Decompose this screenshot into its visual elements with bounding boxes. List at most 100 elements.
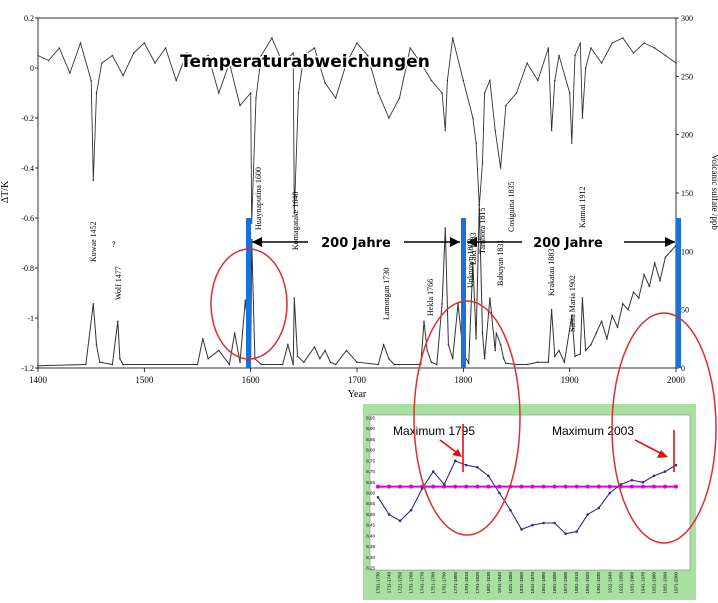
inset-x-tick-label: 1951-1980	[651, 572, 656, 594]
temperature-line-point	[547, 47, 550, 49]
volcano-annotation: Babuyan 1831	[496, 240, 505, 286]
temperature-line-point	[196, 59, 199, 62]
temperature-line-point	[164, 47, 167, 49]
inset-x-tick-label: 1841-1870	[530, 572, 535, 594]
temperature-line-point	[499, 167, 502, 169]
sulfate-line-point	[581, 297, 584, 299]
sulfate-line-point	[287, 343, 289, 346]
sulfate-line-point	[296, 355, 299, 358]
inset-mean-point	[387, 484, 392, 489]
y-tick-label: -1.2	[21, 364, 34, 373]
y2-tick-label: 200	[681, 131, 693, 140]
sulfate-line-point	[659, 279, 661, 282]
temperature-line-point	[515, 92, 518, 94]
sulfate-line-point	[536, 361, 539, 363]
sulfate-line-point	[430, 361, 433, 363]
sulfate-line-point	[207, 357, 209, 360]
y2-tick-label: 100	[681, 247, 693, 256]
inset-mean-point	[464, 484, 469, 489]
inset-x-tick-label: 1751-1780	[431, 572, 436, 594]
inset-value-point	[409, 508, 413, 512]
temperature-line-point	[366, 54, 369, 57]
inset-value-point	[586, 513, 590, 516]
sulfate-line-point	[616, 326, 619, 328]
y-tick-label: -0.6	[21, 214, 34, 223]
volcano-annotations: Kuwae 1452 ? Wolf 1477 Huaynaputina 1600 Kom…	[89, 167, 587, 332]
temperature-line-point	[611, 42, 613, 44]
inset-y-tick-label: 8,75	[366, 458, 375, 463]
sulfate-line-point	[494, 349, 497, 352]
sulfate-line-point	[595, 332, 598, 334]
sulfate-line-point	[441, 303, 443, 305]
inset-mean-point	[607, 484, 612, 489]
inset-value-point	[387, 513, 391, 516]
sulfate-line-point	[495, 332, 498, 334]
sulfate-line-point	[111, 363, 114, 366]
temperature-line-point	[47, 59, 50, 62]
temperature-line-point	[622, 37, 624, 39]
sulfate-line-point	[393, 363, 396, 366]
volcano-annotation: Cosiguina 1835	[507, 182, 516, 232]
temperature-line-point	[313, 47, 316, 49]
main-x-axis-label: Year	[348, 389, 367, 400]
inset-x-tick-label: 1731-1760	[409, 572, 414, 594]
inset-mean-point	[541, 484, 546, 489]
inset-value-point	[509, 508, 512, 512]
x-tick-label: 1500	[135, 375, 154, 385]
sulfate-line-point	[467, 362, 470, 365]
inset-value-point	[476, 465, 479, 469]
temperature-line-point	[292, 52, 295, 54]
sulfate-line-point	[499, 343, 502, 346]
y-tick-label: -0.8	[21, 264, 34, 273]
inset-mean-point	[674, 484, 678, 489]
temperature-line-point	[249, 92, 252, 94]
inset-y-tick-label: 8,55	[366, 501, 375, 506]
temperature-line-point	[101, 62, 103, 64]
inset-value-point	[442, 483, 446, 486]
temperature-line-point	[574, 54, 576, 57]
temperature-line-point	[481, 162, 484, 164]
arrow-max-2003	[634, 439, 668, 458]
sulfate-line-point	[293, 297, 296, 299]
inset-mean-point	[398, 484, 403, 489]
sulfate-line-point	[606, 338, 608, 340]
volcano-annotation: Hekla 1766	[426, 279, 435, 316]
sulfate-line-point	[228, 363, 231, 366]
inset-y-ticks: 8,95 8,90 8,85 8,80 8,75 8,70 8,65 8,60 8,55 8,50…	[366, 416, 375, 571]
inset-mean-point	[563, 484, 568, 489]
sulfate-line-point	[570, 314, 573, 317]
temperature-line-point	[550, 129, 553, 132]
sulfate-line	[37, 204, 677, 367]
sulfate-line-point	[584, 349, 587, 352]
sulfate-line-point	[475, 338, 477, 340]
temperature-line-point	[653, 47, 656, 49]
sulfate-line-point	[611, 314, 613, 317]
volcanic-sulfate-series	[37, 203, 677, 367]
volcano-annotation: Krakatau 1883	[547, 249, 556, 296]
main-chart: 1400 1500 1600 1700 1800 1900 2000 0.20-0.2-0.…	[0, 14, 718, 400]
temperature-line-point	[90, 79, 92, 82]
inset-value-point	[630, 478, 634, 482]
inset-mean-point	[409, 484, 414, 489]
inset-mean-point	[585, 484, 590, 489]
x-tick-label: 1800	[454, 375, 473, 385]
inset-mean-point	[640, 484, 645, 489]
inset-x-tick-label: 1871-1900	[563, 572, 568, 594]
inset-value-point	[608, 491, 612, 495]
temperature-line-point	[217, 92, 220, 94]
temperature-line-point	[239, 104, 241, 107]
highlight-ellipse-1600	[210, 248, 288, 360]
volcano-annotation: Kuwae 1452	[89, 221, 98, 262]
sulfate-line-point	[426, 349, 428, 352]
temperature-line-point	[303, 54, 305, 57]
inset-x-tick-label: 1761-1790	[442, 572, 447, 594]
sulfate-line-point	[398, 363, 401, 366]
sulfate-line-point	[643, 273, 645, 276]
y-tick-label: -0.2	[21, 114, 34, 123]
inset-mean-point	[596, 484, 601, 489]
temperature-line-point	[334, 97, 337, 99]
inset-y-tick-label: 8,45	[366, 523, 375, 528]
temperature-line-point	[675, 62, 677, 64]
sulfate-line-point	[250, 238, 253, 241]
y-tick-label: 0	[30, 64, 34, 73]
